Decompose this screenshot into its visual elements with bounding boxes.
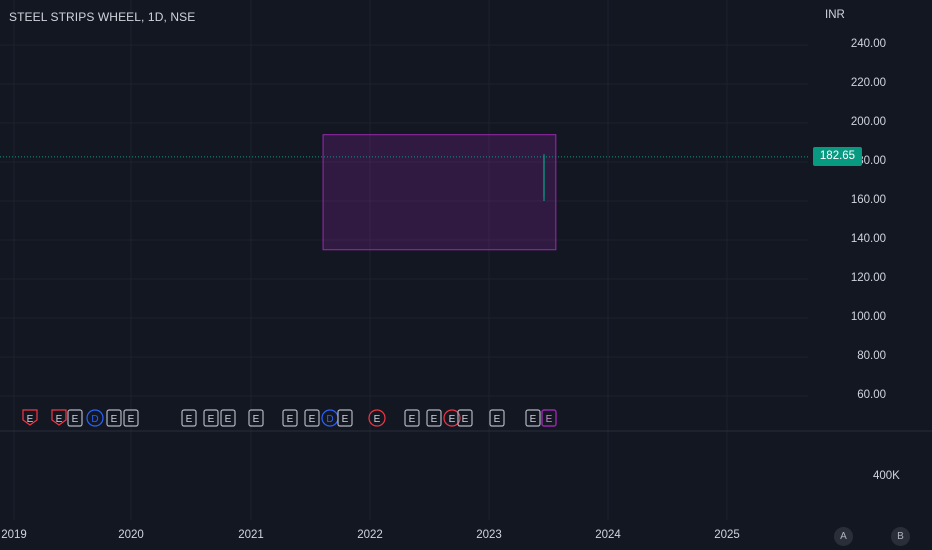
event-marker-label: E bbox=[128, 414, 135, 425]
earnings-marker-icon: E bbox=[489, 409, 505, 427]
event-marker-label: D bbox=[326, 414, 333, 425]
volume-axis-label: 400K bbox=[873, 470, 900, 482]
price-tick-label: 80.00 bbox=[857, 350, 886, 362]
event-marker-label: E bbox=[374, 414, 381, 425]
scale-b-button[interactable]: B bbox=[891, 527, 910, 546]
price-tick-label: 60.00 bbox=[857, 389, 886, 401]
event-marker-label: E bbox=[342, 414, 349, 425]
price-tick-label: 140.00 bbox=[850, 233, 886, 245]
earnings-marker-icon: E bbox=[368, 409, 386, 427]
event-marker-label: E bbox=[449, 414, 456, 425]
time-tick-label: 2019 bbox=[1, 529, 27, 541]
auto-scale-button[interactable]: A bbox=[834, 527, 853, 546]
price-tick-label: 200.00 bbox=[850, 116, 886, 128]
earnings-marker-icon: E bbox=[404, 409, 420, 427]
earnings-flag-icon: E bbox=[51, 409, 67, 426]
time-tick-label: 2022 bbox=[357, 529, 383, 541]
earnings-marker-icon: E bbox=[123, 409, 139, 427]
event-marker-label: E bbox=[56, 414, 63, 425]
earnings-marker-icon: E bbox=[304, 409, 320, 427]
event-marker-label: E bbox=[530, 414, 537, 425]
dividend-marker-icon: D bbox=[321, 409, 339, 427]
range-rectangle-layer bbox=[322, 134, 557, 251]
event-marker-label: E bbox=[494, 414, 501, 425]
earnings-marker-icon: E bbox=[181, 409, 197, 427]
last-price-badge: 182.65 bbox=[813, 147, 862, 167]
event-marker-label: D bbox=[91, 414, 98, 425]
time-tick-label: 2024 bbox=[595, 529, 621, 541]
event-marker-label: E bbox=[287, 414, 294, 425]
earnings-marker-icon: E bbox=[541, 409, 557, 427]
earnings-marker-icon: E bbox=[106, 409, 122, 427]
price-tick-label: 240.00 bbox=[850, 38, 886, 50]
candle-body bbox=[543, 156, 545, 198]
event-marker-label: E bbox=[431, 414, 438, 425]
event-marker-label: E bbox=[72, 414, 79, 425]
earnings-marker-icon: E bbox=[282, 409, 298, 427]
event-marker-label: E bbox=[546, 414, 553, 425]
earnings-marker-icon: E bbox=[220, 409, 236, 427]
time-tick-label: 2025 bbox=[714, 529, 740, 541]
price-range-rectangle bbox=[322, 134, 557, 251]
event-marker-label: E bbox=[309, 414, 316, 425]
price-tick-label: 100.00 bbox=[850, 311, 886, 323]
time-tick-label: 2020 bbox=[118, 529, 144, 541]
price-tick-label: 220.00 bbox=[850, 77, 886, 89]
time-tick-label: 2021 bbox=[238, 529, 264, 541]
earnings-marker-icon: E bbox=[457, 409, 473, 427]
earnings-marker-icon: E bbox=[203, 409, 219, 427]
event-marker-label: E bbox=[208, 414, 215, 425]
price-tick-label: 160.00 bbox=[850, 194, 886, 206]
event-marker-label: E bbox=[27, 414, 34, 425]
event-marker-label: E bbox=[462, 414, 469, 425]
time-tick-label: 2023 bbox=[476, 529, 502, 541]
event-marker-label: E bbox=[225, 414, 232, 425]
earnings-marker-icon: E bbox=[426, 409, 442, 427]
earnings-flag-icon: E bbox=[22, 409, 38, 426]
earnings-marker-icon: E bbox=[443, 409, 461, 427]
earnings-marker-icon: E bbox=[525, 409, 541, 427]
dividend-marker-icon: D bbox=[86, 409, 104, 427]
chart-grid bbox=[0, 0, 808, 520]
price-tick-label: 120.00 bbox=[850, 272, 886, 284]
event-marker-label: E bbox=[111, 414, 118, 425]
earnings-marker-icon: E bbox=[67, 409, 83, 427]
currency-label: INR bbox=[825, 9, 845, 21]
earnings-marker-icon: E bbox=[248, 409, 264, 427]
event-marker-label: E bbox=[409, 414, 416, 425]
event-marker-label: E bbox=[186, 414, 193, 425]
earnings-marker-icon: E bbox=[337, 409, 353, 427]
chart-title: STEEL STRIPS WHEEL, 1D, NSE bbox=[9, 10, 196, 24]
event-marker-label: E bbox=[253, 414, 260, 425]
candlestick-series bbox=[543, 154, 545, 201]
